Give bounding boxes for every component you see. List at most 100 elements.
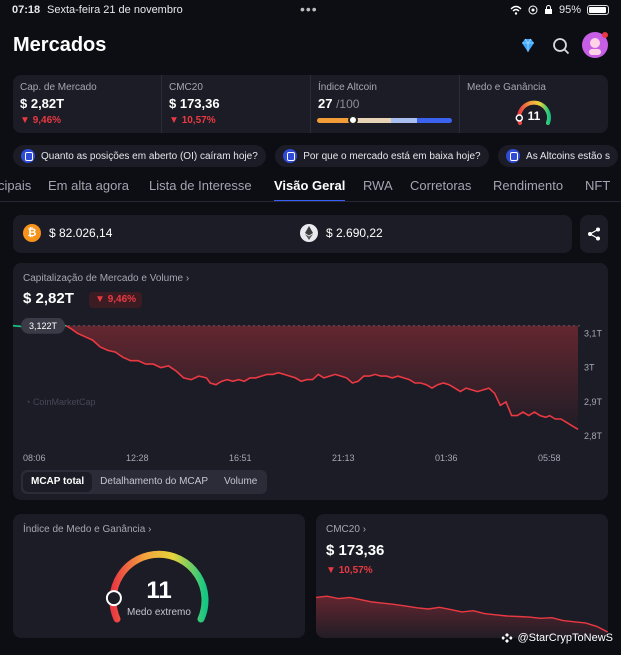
stat-value: $ 173,36 [169,96,220,111]
eth-price[interactable]: $ 2.690,22 [326,226,383,240]
battery-icon [587,5,609,15]
cmc20-title: CMC20 › [326,524,366,535]
gauge-knob [105,590,122,607]
altcoin-max: /100 [336,97,360,111]
stat-cmc20[interactable]: CMC20 $ 173,36 ▼ 10,57% [162,75,311,133]
chevron-right-icon: › [185,273,190,284]
tab-nft[interactable]: NFT [585,178,611,193]
gauge-knob [515,114,524,122]
y-tick-label: 2,8T [584,431,603,441]
location-icon [528,5,538,15]
x-tick-label: 05:58 [538,453,561,463]
tab-exchanges[interactable]: Corretoras [410,178,472,193]
chevron-right-icon: › [148,524,152,535]
x-tick-label: 16:51 [229,453,252,463]
btc-price[interactable]: $ 82.026,14 [49,226,113,240]
series-line-down [65,325,579,430]
fear-greed-big-value: 11 [146,577,171,604]
ai-bot-icon [283,149,298,163]
cmc20-sparkline [316,595,608,638]
chart-mode-toggle: MCAP total Detalhamento do MCAP Volume [21,470,268,494]
stat-label: Medo e Ganância [467,82,546,93]
segment-volume[interactable]: Volume [224,476,258,487]
fear-greed-title-text: Índice de Medo e Ganância [23,524,146,535]
chart-value: $ 2,82T [23,290,74,307]
stat-altcoin-index[interactable]: Índice Altcoin 27 /100 [311,75,460,133]
ethereum-icon [300,224,318,242]
tab-rwa[interactable]: RWA [363,178,393,193]
sparkline-line [316,595,608,633]
search-icon[interactable] [552,37,570,55]
area-fill [66,325,578,430]
cmc20-card[interactable]: CMC20 › $ 173,36 ▼ 10,57% [316,514,608,638]
coinmarketcap-watermark: ◔ CoinMarketCap [25,397,96,407]
segment-total-mcap[interactable]: MCAP total [23,472,93,492]
status-bar: 07:18 Sexta-feira 21 de novembro ••• 95% [0,0,621,22]
multitask-dots[interactable]: ••• [300,1,318,17]
stat-change: ▼ 9,46% [20,115,62,126]
fear-greed-card[interactable]: Índice de Medo e Ganância › 11 Medo extr… [13,514,305,638]
x-tick-label: 01:36 [435,453,458,463]
chart-title[interactable]: Capitalização de Mercado e Volume › [23,273,189,284]
change-badge: ▼ 9,46% [89,292,143,308]
start-marker [21,318,65,334]
share-button[interactable] [580,215,608,253]
x-tick-label: 08:06 [23,453,46,463]
page-title: Mercados [13,34,107,56]
stat-value: $ 2,82T [20,96,65,111]
tab-principais[interactable]: cipais [0,178,32,193]
ai-chip[interactable]: As Altcoins estão s [498,145,618,167]
chip-label: Por que o mercado está em baixa hoje? [303,150,481,162]
change-value: 9,46% [32,115,62,126]
cmc20-change-value: 10,57% [338,565,373,576]
stat-label: CMC20 [169,82,203,93]
watermark-text: CoinMarketCap [32,397,96,407]
tab-trending[interactable]: Em alta agora [48,178,129,193]
fear-greed-title: Índice de Medo e Ganância › [23,524,151,535]
market-stats: Cap. de Mercado $ 2,82T ▼ 9,46% CMC20 $ … [13,75,608,133]
stat-value: 27 /100 [318,96,452,111]
tab-watchlist[interactable]: Lista de Interesse [149,178,252,193]
lock-rotation-icon [544,5,552,14]
chip-label: As Altcoins estão s [526,150,610,162]
market-cap-line-chart[interactable]: 3,122T 3,1T 3T 2,9T 2,8T 08:06 12:28 16:51 21:13… [13,318,608,468]
fear-greed-mini-gauge: 11 [515,100,551,125]
y-tick-label: 3T [584,363,595,373]
stat-change: ▼ 10,57% [169,115,216,126]
badge-value: 9,46% [107,294,137,305]
tab-yield[interactable]: Rendimento [493,178,564,193]
ai-bot-icon [506,149,521,163]
binance-icon [501,633,513,643]
coin-price-row: ₿ $ 82.026,14 $ 2.690,22 [13,215,572,253]
avatar[interactable] [582,32,608,58]
share-icon [588,227,600,241]
category-tabs: cipais Em alta agora Lista de Interesse … [0,172,621,202]
status-time: 07:18 [12,4,41,16]
diamond-icon[interactable] [519,37,537,55]
status-date: Sexta-feira 21 de novembro [47,4,183,16]
ai-bot-icon [21,149,35,163]
stat-fear-greed[interactable]: Medo e Ganância 11 [460,75,608,133]
altcoin-bar [317,115,452,125]
altcoin-value: 27 [318,96,333,111]
change-value: 10,57% [181,115,216,126]
ai-chip[interactable]: Quanto as posições em aberto (OI) caíram… [13,145,266,167]
cmc20-title-text: CMC20 [326,524,360,535]
y-tick-label: 3,1T [584,328,603,338]
market-cap-chart-card: Capitalização de Mercado e Volume › $ 2,… [13,263,608,500]
y-tick-label: 2,9T [584,397,603,407]
fear-greed-value: 11 [528,109,541,123]
cmc20-change: ▼ 10,57% [326,565,373,576]
tab-overview[interactable]: Visão Geral [274,178,346,201]
ai-chip[interactable]: Por que o mercado está em baixa hoje? [275,145,489,167]
fear-greed-gauge: 11 Medo extremo [105,550,209,623]
status-right: 95% [510,4,609,16]
source-credit: @StarCrypToNewS [501,632,613,644]
stat-market-cap[interactable]: Cap. de Mercado $ 2,82T ▼ 9,46% [13,75,162,133]
segment-mcap-breakdown[interactable]: Detalhamento do MCAP [100,476,208,487]
chip-label: Quanto as posições em aberto (OI) caíram… [41,150,258,162]
battery-percent: 95% [558,4,581,16]
sparkline-area [316,596,608,638]
chart-title-text: Capitalização de Mercado e Volume [23,273,184,284]
chevron-right-icon: › [362,524,367,535]
